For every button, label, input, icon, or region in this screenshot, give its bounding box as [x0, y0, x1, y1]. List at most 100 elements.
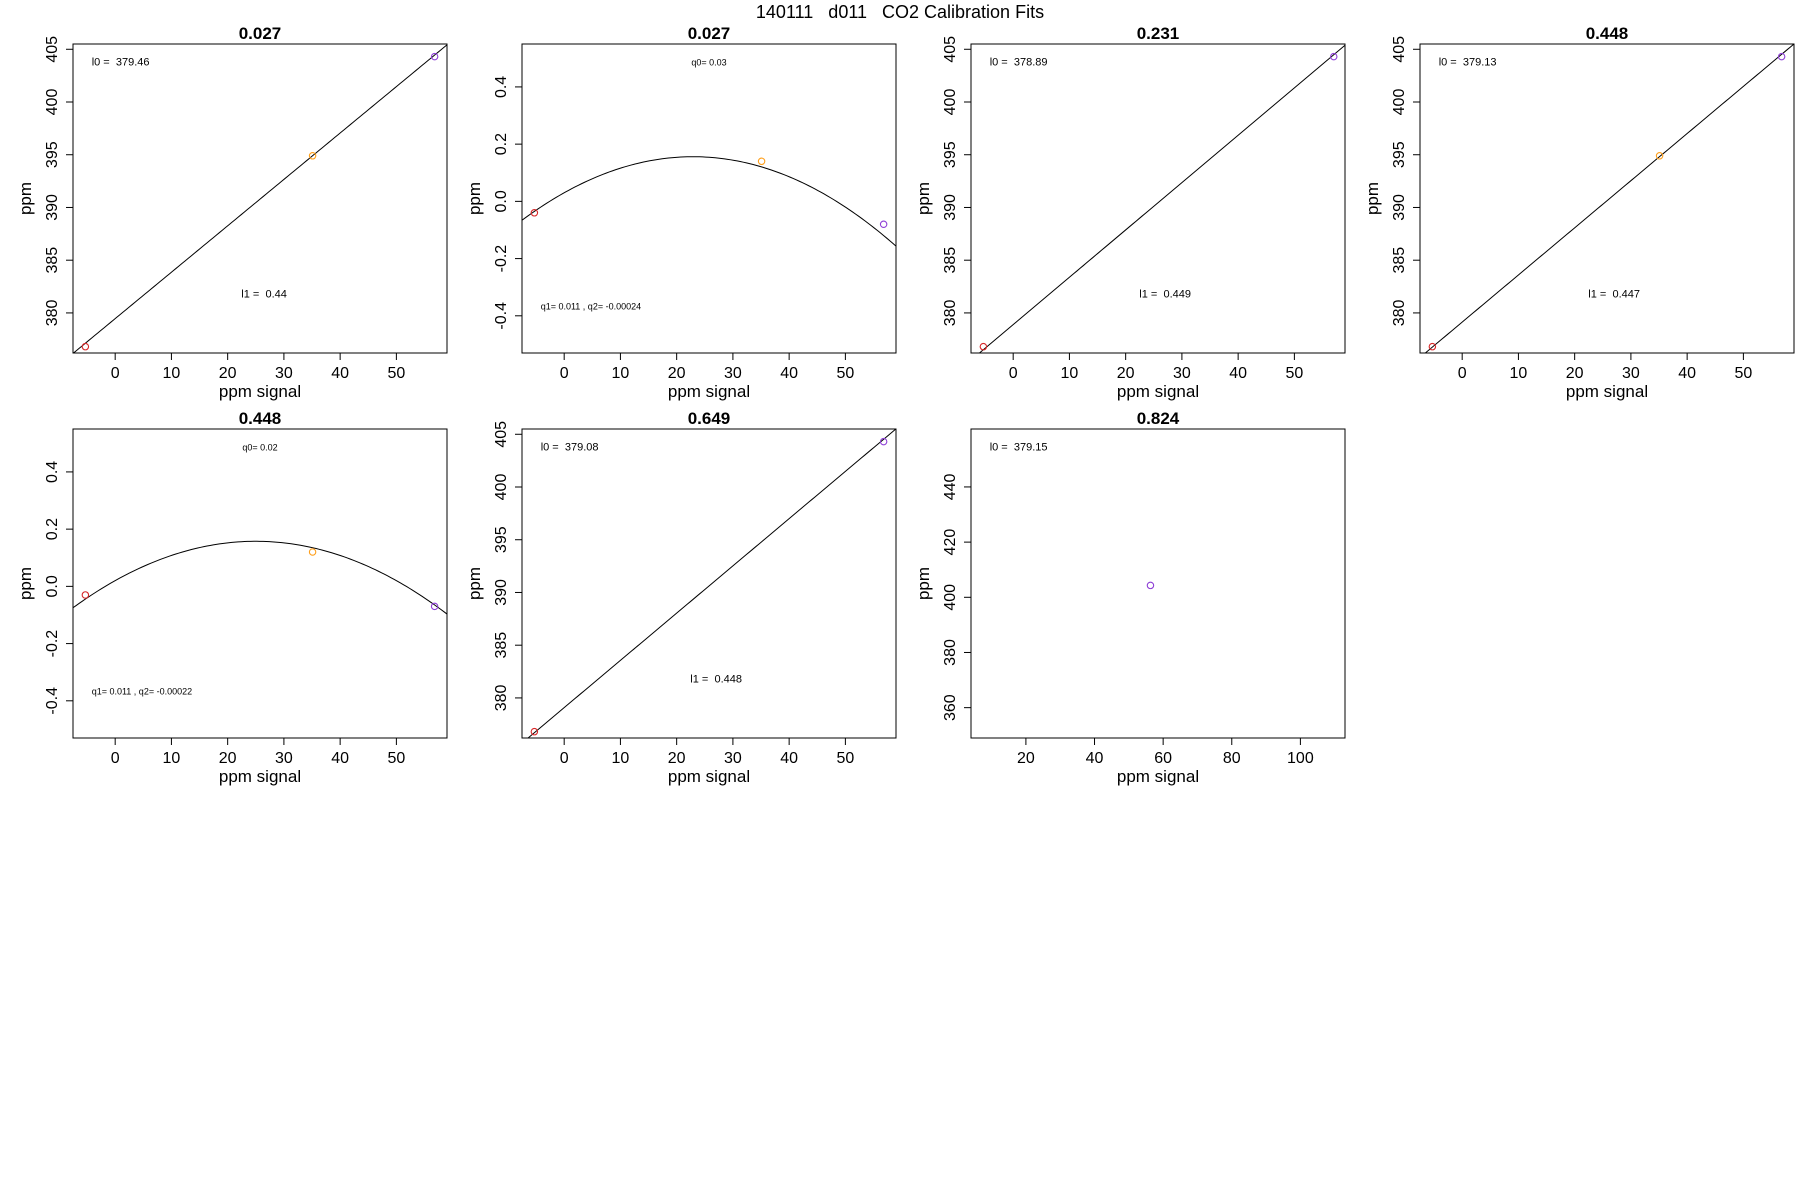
- panel-title: 0.231: [1137, 24, 1180, 43]
- x-axis-label: ppm signal: [219, 382, 301, 401]
- y-axis-label: ppm: [1363, 182, 1382, 215]
- chart-panel-2: 0.027 0 10 20 30 40 50 -0.4 -0.2 0.0 0.2 0.4 ppm sig…: [465, 24, 897, 401]
- x-tick-label: 40: [1229, 365, 1247, 382]
- y-tick-label: 0.4: [493, 76, 510, 98]
- y-tick-label: 385: [493, 632, 510, 659]
- y-tick-label: -0.2: [493, 245, 510, 273]
- y-tick-label: 400: [1391, 89, 1408, 116]
- x-axis-label: ppm signal: [1117, 767, 1199, 786]
- fit-annotation: l0 = 379.15: [990, 442, 1048, 454]
- x-tick-label: 0: [560, 365, 569, 382]
- y-tick-label: 0.4: [44, 461, 61, 483]
- data-point: [81, 342, 90, 351]
- panel-title: 0.027: [688, 24, 731, 43]
- x-tick-label: 50: [1285, 365, 1303, 382]
- y-tick-label: 390: [1391, 194, 1408, 221]
- y-tick-label: 385: [942, 247, 959, 274]
- panel-title: 0.448: [1586, 24, 1629, 43]
- y-tick-label: 385: [1391, 247, 1408, 274]
- y-tick-label: 380: [44, 299, 61, 326]
- y-axis-label: ppm: [465, 182, 484, 215]
- x-tick-label: 20: [668, 750, 686, 767]
- y-tick-label: 0.2: [44, 518, 61, 540]
- y-tick-label: 405: [942, 36, 959, 63]
- y-tick-label: 400: [942, 89, 959, 116]
- x-tick-label: 20: [219, 750, 237, 767]
- x-axis-label: ppm signal: [668, 767, 750, 786]
- fit-line: [73, 540, 447, 615]
- data-point: [308, 152, 317, 160]
- y-tick-label: 405: [493, 421, 510, 448]
- y-tick-label: -0.4: [493, 302, 510, 330]
- y-tick-label: 405: [44, 36, 61, 63]
- fit-annotation: l1 = 0.44: [241, 288, 287, 300]
- fit-annotation: l0 = 379.08: [541, 442, 599, 454]
- y-tick-label: 390: [44, 194, 61, 221]
- chart-panel-3: 0.231 0 10 20 30 40 50 380 385 390 395 400 405 ppm si…: [914, 24, 1346, 401]
- y-tick-label: 395: [493, 526, 510, 553]
- x-tick-label: 10: [163, 365, 181, 382]
- x-tick-label: 0: [111, 750, 120, 767]
- y-tick-label: 360: [942, 694, 959, 721]
- y-tick-label: 380: [942, 299, 959, 326]
- x-tick-label: 50: [1734, 365, 1752, 382]
- y-tick-label: 420: [942, 529, 959, 556]
- data-point: [430, 602, 439, 611]
- y-tick-label: -0.2: [44, 630, 61, 658]
- y-tick-label: 390: [493, 579, 510, 606]
- chart-panel-1: 0.027 0 10 20 30 40 50 380 385 390 395 400 405 ppm si…: [16, 24, 448, 401]
- data-point: [1146, 581, 1155, 590]
- y-axis-label: ppm: [914, 567, 933, 600]
- data-point: [1330, 52, 1338, 61]
- plot-frame: [970, 43, 1346, 354]
- x-axis-label: ppm signal: [1566, 382, 1648, 401]
- y-tick-label: 0.0: [493, 190, 510, 212]
- x-tick-label: 40: [780, 365, 798, 382]
- x-axis-label: ppm signal: [219, 767, 301, 786]
- data-point: [1777, 52, 1786, 61]
- fit-annotation: l1 = 0.449: [1139, 288, 1191, 300]
- data-point: [530, 209, 539, 217]
- y-tick-label: 380: [942, 639, 959, 666]
- x-tick-label: 10: [612, 365, 630, 382]
- chart-panel-7: 0.824 20 40 60 80 100 360 380 400 420 440 ppm signa…: [914, 409, 1346, 786]
- fit-annotation: q0= 0.03: [691, 58, 726, 68]
- panel-title: 0.824: [1137, 409, 1180, 428]
- x-tick-label: 30: [275, 365, 293, 382]
- panel-title: 0.649: [688, 409, 731, 428]
- fit-annotation: q1= 0.011 , q2= -0.00024: [541, 302, 641, 312]
- y-tick-label: 395: [1391, 141, 1408, 168]
- y-tick-label: 385: [44, 247, 61, 274]
- x-tick-label: 10: [163, 750, 181, 767]
- x-tick-label: 40: [1086, 750, 1104, 767]
- y-tick-label: 400: [942, 584, 959, 611]
- fit-annotation: l1 = 0.447: [1588, 288, 1640, 300]
- x-tick-label: 30: [275, 750, 293, 767]
- fit-annotation: l0 = 379.46: [92, 57, 150, 69]
- data-point: [530, 727, 539, 736]
- fit-annotation: l0 = 379.13: [1439, 57, 1497, 69]
- y-tick-label: 380: [493, 684, 510, 711]
- x-tick-label: 30: [724, 750, 742, 767]
- panel-title: 0.448: [239, 409, 282, 428]
- x-tick-label: 10: [612, 750, 630, 767]
- y-tick-label: 405: [1391, 36, 1408, 63]
- x-tick-label: 100: [1287, 750, 1314, 767]
- x-tick-label: 50: [387, 750, 405, 767]
- y-tick-label: 440: [942, 473, 959, 500]
- y-tick-label: 400: [44, 89, 61, 116]
- y-tick-label: 395: [942, 141, 959, 168]
- x-tick-label: 50: [836, 365, 854, 382]
- x-tick-label: 30: [1622, 365, 1640, 382]
- y-axis-label: ppm: [465, 567, 484, 600]
- fit-annotation: q1= 0.011 , q2= -0.00022: [92, 687, 192, 697]
- fit-line: [1424, 44, 1794, 353]
- x-tick-label: 10: [1061, 365, 1079, 382]
- data-point: [1428, 342, 1437, 351]
- x-tick-label: 30: [724, 365, 742, 382]
- y-tick-label: 0.0: [44, 575, 61, 597]
- y-axis-label: ppm: [16, 567, 35, 600]
- x-tick-label: 50: [387, 365, 405, 382]
- x-tick-label: 30: [1173, 365, 1191, 382]
- y-axis-label: ppm: [16, 182, 35, 215]
